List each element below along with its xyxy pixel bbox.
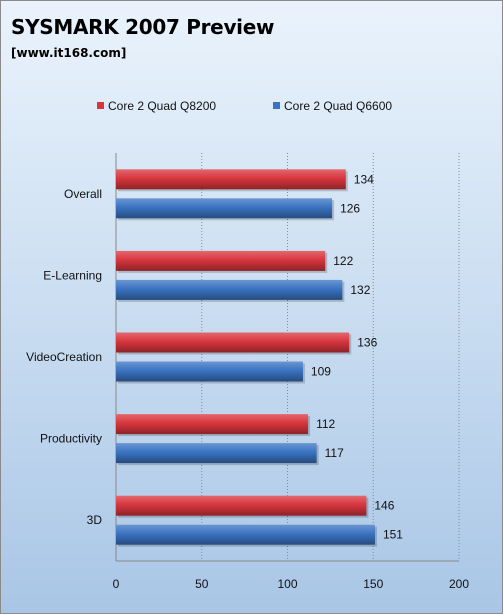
legend-item-q8200: Core 2 Quad Q8200 bbox=[97, 99, 216, 113]
bar bbox=[116, 361, 303, 382]
legend-label-q8200: Core 2 Quad Q8200 bbox=[108, 99, 217, 113]
x-tick-label: 200 bbox=[449, 577, 469, 591]
data-label: 109 bbox=[311, 365, 331, 379]
data-label: 117 bbox=[325, 446, 344, 460]
data-label: 134 bbox=[354, 172, 374, 186]
category-label: Productivity bbox=[40, 432, 102, 446]
x-tick-label: 50 bbox=[195, 577, 209, 591]
category-label: E-Learning bbox=[43, 268, 102, 282]
category-label: VideoCreation bbox=[26, 350, 102, 364]
chart-subtitle: [www.it168.com] bbox=[11, 46, 127, 60]
legend-swatch-q6600 bbox=[273, 102, 280, 109]
category-label: Overall bbox=[64, 187, 102, 201]
legend-item-q6600: Core 2 Quad Q6600 bbox=[273, 99, 392, 113]
bar bbox=[116, 443, 317, 464]
data-label: 151 bbox=[383, 528, 403, 542]
legend-swatch-q8200 bbox=[97, 102, 104, 109]
category-label: 3D bbox=[87, 513, 103, 527]
bar bbox=[116, 524, 375, 545]
bar bbox=[116, 169, 346, 190]
data-label: 136 bbox=[357, 336, 377, 350]
x-tick-label: 100 bbox=[277, 577, 297, 591]
bar bbox=[116, 332, 350, 353]
bar bbox=[116, 198, 333, 219]
bar bbox=[116, 250, 326, 271]
data-label: 112 bbox=[316, 417, 335, 431]
x-tick-label: 0 bbox=[113, 577, 120, 591]
bar bbox=[116, 279, 343, 300]
bar bbox=[116, 414, 309, 435]
x-tick-label: 150 bbox=[363, 577, 383, 591]
data-label: 126 bbox=[340, 201, 360, 215]
bar bbox=[116, 495, 367, 516]
data-label: 146 bbox=[374, 499, 394, 513]
data-label: 132 bbox=[350, 283, 370, 297]
data-label: 122 bbox=[333, 254, 353, 268]
legend-label-q6600: Core 2 Quad Q6600 bbox=[284, 99, 393, 113]
chart-title: SYSMARK 2007 Preview bbox=[11, 15, 275, 39]
